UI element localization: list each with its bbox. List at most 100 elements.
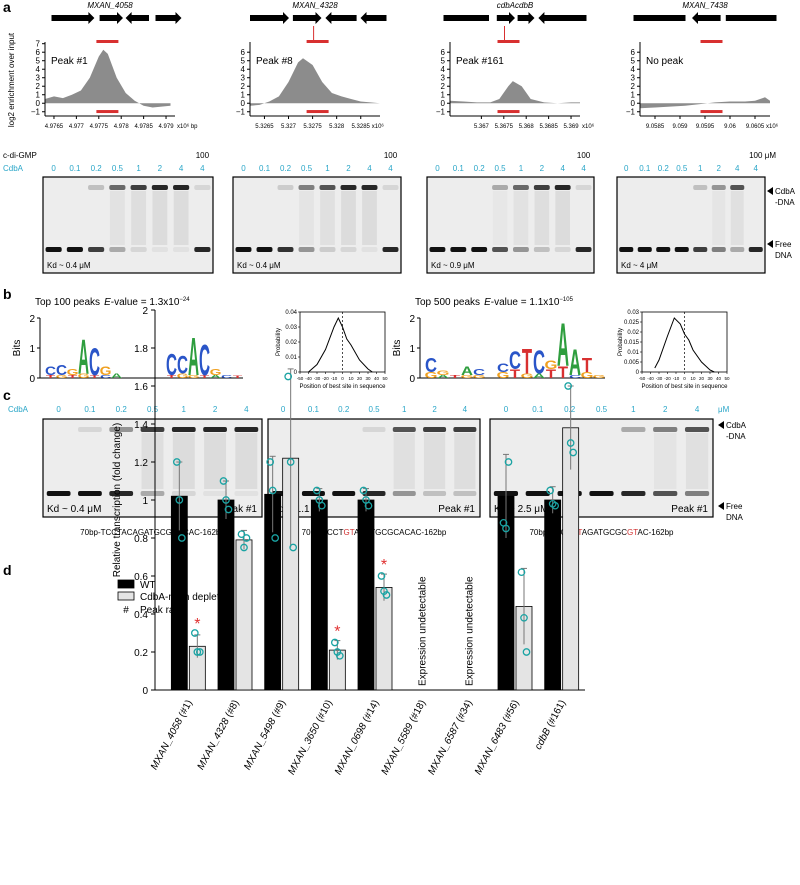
lane-label: 0 [435,164,440,173]
y-tick-label: −1 [31,108,41,117]
x-tick-label: 5.3285 [352,124,371,130]
gel-band [235,247,252,252]
replicate-point [517,568,526,577]
logo-letter: T [200,375,210,379]
gel-band [361,185,378,190]
x-tick-label: 9.0595 [696,124,715,130]
panel-label: a [3,0,11,15]
y-tick-label: 4 [36,65,41,74]
replicate-point [242,534,251,542]
kd-label: Kd ~ 0.4 μM [47,504,101,515]
replicate-point [317,501,326,510]
replicate-point [382,591,391,599]
x-unit: x10⁶ bp [177,123,198,130]
gel-smear [513,191,529,245]
y-tick-label: 3 [241,74,246,83]
gel-image [42,176,214,274]
x-tick-label: 5.3675 [495,124,514,130]
logo-letter: C [221,375,232,379]
gel-smear [141,433,164,489]
y-tick-label: 5 [36,57,41,66]
gel-band [492,247,508,252]
gel-band [78,427,102,432]
sequence-part: AC-162bp [637,528,674,537]
lane-label: 0.5 [301,164,313,173]
row-label: CdbA [8,405,29,414]
gene-arrow [125,12,149,24]
gel-band [151,247,168,252]
x-tick-label: MXAN_6587(#34) [426,698,475,777]
gel-smear [555,191,570,245]
replicate-point [268,486,277,495]
x-tick-label: -10 [673,376,680,381]
logo-letter: A [557,310,569,380]
sequence-part: 70bp-TCCTACAGATGCGCACAC-162bp [80,528,225,537]
lane-label: 1 [136,164,141,173]
gel-band [234,491,259,496]
gene-label: cdbAcdbB [497,1,534,10]
y-tick-label: 2 [36,82,41,91]
lane-label: 0.5 [676,164,688,173]
replicate-point [520,613,528,622]
gel-band [382,185,399,190]
peak-label: Peak #1 [671,504,708,515]
y-tick-label: 4 [441,65,446,74]
gel-band [45,247,62,252]
logo-letter: C [45,363,56,377]
gel-band [392,491,416,496]
gel-band [554,247,571,252]
replicate-point [551,501,560,510]
cdigmp-label: 100 [749,151,763,160]
density-line [654,317,715,373]
x-tick-label: 20 [357,376,363,381]
legend-swatch [117,591,135,601]
replicate-point [330,638,339,647]
gene-name: MXAN_3650 [286,721,323,777]
gel-band [171,491,196,496]
lane-label: 0.5 [112,164,124,173]
lane-label: 0.2 [91,164,103,173]
logo-letter: T [450,374,461,379]
lane-label: 0.1 [259,164,271,173]
logo-letter: C [497,362,510,375]
replicate-point [566,439,575,447]
gel-band [319,185,336,190]
y-tick-label: 0 [142,686,148,697]
gel-smear [730,191,744,245]
significance-mark: * [334,624,340,641]
logo-letter: G [521,373,534,380]
x-tick-label: MXAN_4058(#1) [149,698,195,772]
row-label: c-di-GMP [3,151,37,160]
x-tick-label: 0 [683,376,686,381]
logo-letter: G [210,368,222,377]
x-tick-label: MXAN_5498(#9) [242,698,288,772]
x-tick-label: -30 [314,376,321,381]
x-unit: x10⁶ [582,123,595,130]
title-part: Top 100 peaks [35,297,100,308]
y-tick-label: 0.03 [285,325,297,331]
logo-letter: A [188,327,199,387]
note: Expression undetectable [418,576,429,686]
band-label: Free [726,502,743,511]
y-tick-label: 1 [29,344,35,355]
kd-label: Kd ~ 0.9 μM [431,261,475,270]
x-tick-label: -20 [322,376,329,381]
y-tick-label: 5 [241,57,246,66]
logo-letter: C [473,367,486,376]
lane-label: 4 [179,164,184,173]
gel-smear [712,191,726,245]
y-tick-label: 1 [241,91,246,100]
lane-label: 0.5 [596,405,608,414]
title-part: −24 [179,297,190,303]
significance-mark: * [381,557,387,574]
gel-band [453,427,477,432]
x-tick-label: cdbB(#161) [533,698,568,751]
band-pointer [767,240,773,248]
gene-name: MXAN_4328 [196,716,233,772]
gel-band [361,247,378,252]
y-tick-label: 0.4 [134,610,148,621]
x-tick-label: 30 [365,376,371,381]
lane-label: 2 [158,164,163,173]
x-tick-label: 5.367 [474,124,490,130]
